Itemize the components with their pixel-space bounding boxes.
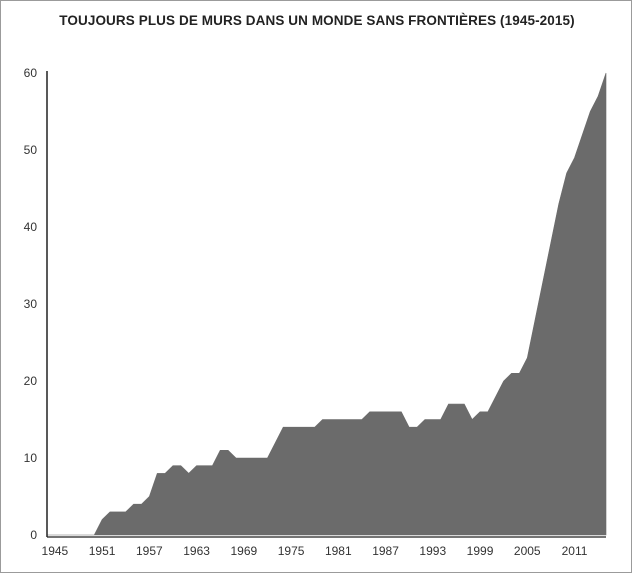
x-axis: 1945 1951 1957 1963 1969 1975 1981 1987 1993 1999…	[42, 536, 606, 558]
y-tick-label-20: 20	[24, 374, 38, 388]
x-tick-label-1993: 1993	[419, 544, 446, 558]
x-tick-label-1987: 1987	[372, 544, 399, 558]
x-tick-label-1975: 1975	[278, 544, 305, 558]
x-tick-label-1999: 1999	[467, 544, 494, 558]
x-tick-label-2005: 2005	[514, 544, 541, 558]
x-tick-label-1981: 1981	[325, 544, 352, 558]
y-tick-label-30: 30	[24, 297, 38, 311]
chart-title: TOUJOURS PLUS DE MURS DANS UN MONDE SANS…	[59, 13, 575, 28]
y-tick-label-10: 10	[24, 451, 38, 465]
x-tick-label-1957: 1957	[136, 544, 163, 558]
x-tick-label-1951: 1951	[89, 544, 116, 558]
plot-area	[47, 72, 607, 536]
area-series-0	[47, 72, 607, 536]
y-tick-label-40: 40	[24, 220, 38, 234]
y-tick-label-50: 50	[24, 143, 38, 157]
x-tick-label-2011: 2011	[562, 544, 588, 558]
y-tick-label-0: 0	[30, 528, 37, 542]
x-tick-label-1945: 1945	[42, 544, 69, 558]
x-tick-label-1963: 1963	[183, 544, 210, 558]
x-tick-label-1969: 1969	[230, 544, 257, 558]
y-tick-label-60: 60	[24, 66, 38, 80]
y-axis: 0 10 20 30 40 50 60	[24, 66, 48, 542]
